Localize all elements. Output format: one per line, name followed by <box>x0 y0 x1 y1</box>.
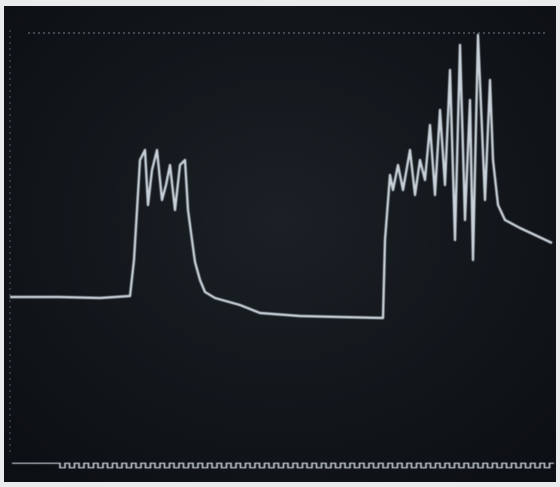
timing-marker-trace <box>12 462 554 469</box>
screen <box>4 6 556 482</box>
signal-trace <box>10 33 553 320</box>
